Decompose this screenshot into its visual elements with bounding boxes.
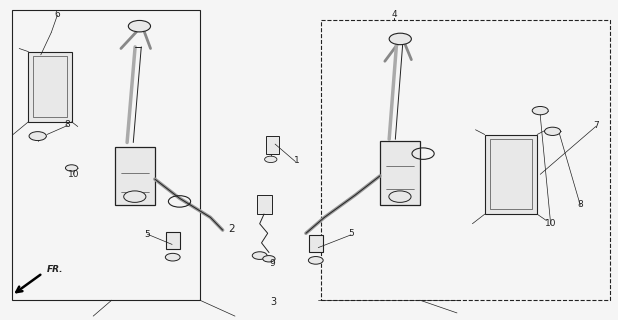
- Text: 1: 1: [294, 156, 300, 165]
- Bar: [28, 52, 72, 122]
- Text: FR.: FR.: [47, 265, 63, 275]
- Circle shape: [129, 20, 151, 32]
- Bar: [266, 136, 279, 154]
- Circle shape: [308, 257, 323, 264]
- Circle shape: [532, 107, 548, 115]
- Text: 7: 7: [593, 121, 599, 130]
- Bar: [321, 20, 610, 300]
- Circle shape: [544, 127, 561, 135]
- Circle shape: [29, 132, 46, 140]
- Bar: [33, 56, 67, 117]
- Text: 2: 2: [229, 223, 235, 234]
- Circle shape: [389, 33, 412, 45]
- Text: 8: 8: [577, 200, 583, 209]
- Text: 3: 3: [271, 297, 277, 307]
- Text: 8: 8: [64, 120, 70, 130]
- Bar: [489, 139, 532, 209]
- Text: 5: 5: [145, 230, 150, 239]
- Bar: [166, 232, 179, 249]
- Text: 10: 10: [68, 170, 79, 179]
- Circle shape: [166, 253, 180, 261]
- Bar: [380, 141, 420, 204]
- Text: 4: 4: [391, 10, 397, 19]
- Bar: [12, 10, 200, 300]
- Circle shape: [252, 252, 267, 260]
- Circle shape: [124, 191, 146, 202]
- Text: 5: 5: [348, 229, 353, 238]
- Bar: [485, 134, 537, 214]
- Bar: [115, 147, 155, 204]
- Bar: [309, 235, 323, 252]
- Circle shape: [389, 191, 411, 202]
- Bar: [256, 195, 272, 214]
- Circle shape: [265, 156, 277, 163]
- Text: 10: 10: [545, 219, 556, 228]
- Circle shape: [263, 256, 275, 262]
- Text: 6: 6: [54, 10, 61, 19]
- Circle shape: [66, 165, 78, 171]
- Text: 9: 9: [269, 259, 275, 268]
